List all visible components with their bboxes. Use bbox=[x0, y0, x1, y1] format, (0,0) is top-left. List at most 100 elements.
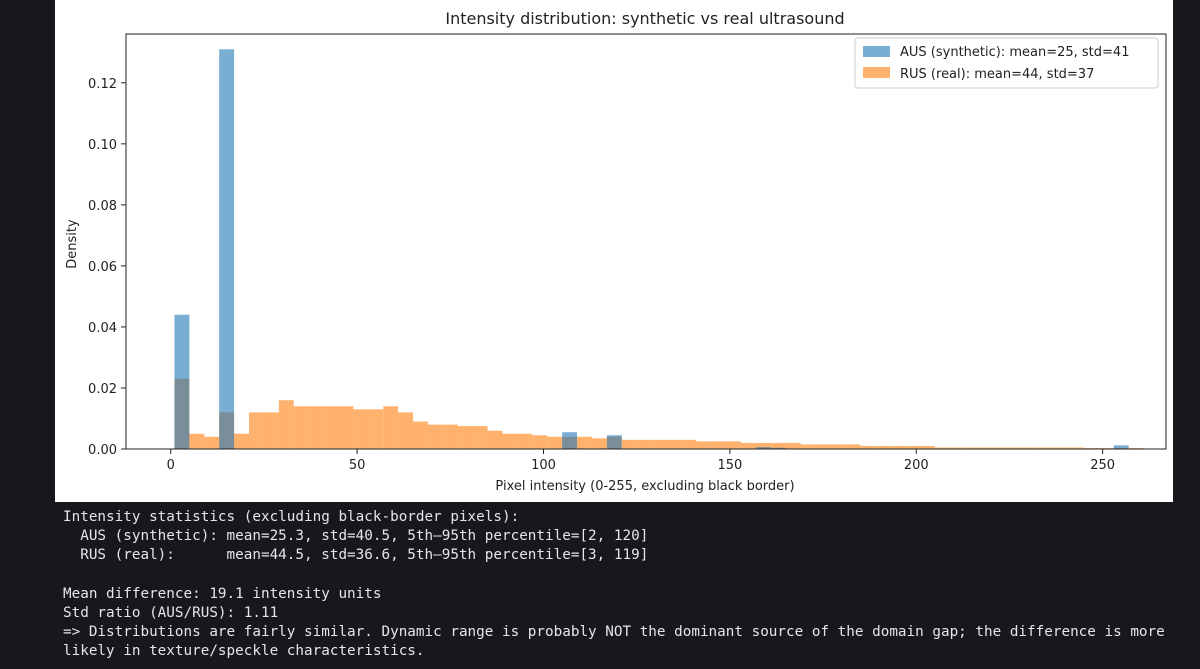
stats-aus-line: AUS (synthetic): mean=25.3, std=40.5, 5t… bbox=[63, 528, 649, 545]
legend-label-aus: AUS (synthetic): mean=25, std=41 bbox=[900, 45, 1129, 60]
rus-bar bbox=[681, 439, 697, 449]
rus-bar bbox=[636, 439, 652, 449]
x-tick-label: 100 bbox=[531, 458, 556, 473]
rus-bar bbox=[204, 436, 220, 449]
std-ratio-line: Std ratio (AUS/RUS): 1.11 bbox=[63, 604, 279, 621]
rus-bar bbox=[949, 447, 965, 449]
legend-frame bbox=[854, 37, 1159, 89]
rus-bar bbox=[830, 444, 846, 449]
rus-bar bbox=[383, 406, 399, 449]
rus-bar bbox=[502, 433, 518, 449]
rus-bar bbox=[755, 442, 771, 449]
stats-header: Intensity statistics (excluding black-bo… bbox=[63, 509, 520, 525]
y-tick-label: 0.08 bbox=[88, 199, 117, 214]
histogram-figure: 0 50 100 150 200 250 0.00 0.02 0.04 0.06 0.08 0.10 0… bbox=[55, 0, 1173, 502]
rus-bar bbox=[189, 433, 205, 449]
rus-bar bbox=[696, 441, 712, 449]
y-tick-label: 0.04 bbox=[88, 321, 117, 336]
rus-bar bbox=[994, 447, 1010, 449]
rus-bar bbox=[368, 409, 384, 449]
rus-bar bbox=[532, 435, 548, 449]
aus-bar bbox=[606, 435, 622, 449]
plot-frame bbox=[125, 33, 1167, 450]
x-tick-label: 250 bbox=[1090, 458, 1115, 473]
rus-bar bbox=[651, 439, 667, 449]
y-tick-label: 0.06 bbox=[88, 260, 117, 275]
rus-bar bbox=[726, 441, 742, 449]
legend: AUS (synthetic): mean=25, std=41 RUS (re… bbox=[854, 37, 1159, 89]
rus-bar bbox=[741, 442, 756, 449]
rus-bar bbox=[547, 436, 563, 449]
aus-bar bbox=[770, 447, 786, 449]
aus-bar bbox=[755, 447, 771, 449]
rus-bar bbox=[278, 400, 294, 449]
x-tick-label: 50 bbox=[349, 458, 366, 473]
rus-bar bbox=[398, 412, 414, 449]
rus-bar bbox=[890, 445, 906, 449]
rus-bar bbox=[785, 442, 801, 449]
rus-bar bbox=[487, 430, 503, 449]
axes: 0 50 100 150 200 250 0.00 0.02 0.04 0.06 0.08 0.10 0… bbox=[88, 33, 1167, 473]
y-tick-label: 0.10 bbox=[88, 138, 117, 153]
rus-bar bbox=[711, 441, 727, 449]
rus-bar bbox=[308, 406, 324, 449]
rus-bars bbox=[174, 378, 1144, 449]
rus-bar bbox=[427, 424, 443, 449]
rus-bar bbox=[621, 439, 637, 449]
conclusion-line: => Distributions are fairly similar. Dyn… bbox=[63, 624, 1165, 660]
rus-bar bbox=[979, 447, 995, 449]
rus-bar bbox=[234, 433, 250, 449]
rus-bar bbox=[249, 412, 264, 449]
y-axis-label: Density bbox=[65, 219, 80, 269]
rus-bar bbox=[964, 447, 980, 449]
aus-bar bbox=[1113, 445, 1129, 449]
aus-bar bbox=[174, 314, 190, 449]
rus-bar bbox=[293, 406, 309, 449]
rus-bar bbox=[1054, 447, 1070, 449]
rus-bar bbox=[353, 409, 369, 449]
chart-title: Intensity distribution: synthetic vs rea… bbox=[445, 9, 844, 28]
y-tick-label: 0.00 bbox=[88, 443, 117, 458]
aus-bar bbox=[562, 432, 578, 449]
rus-bar bbox=[577, 436, 592, 449]
rus-bar bbox=[1039, 447, 1055, 449]
rus-bar bbox=[860, 445, 876, 449]
rus-bar bbox=[472, 426, 488, 449]
stats-rus-line: RUS (real): mean=44.5, std=36.6, 5th–95t… bbox=[63, 547, 649, 564]
rus-bar bbox=[413, 421, 428, 449]
x-tick-label: 0 bbox=[167, 458, 175, 473]
rus-bar bbox=[517, 433, 533, 449]
mean-difference-line: Mean difference: 19.1 intensity units bbox=[63, 585, 382, 602]
rus-bar bbox=[338, 406, 354, 449]
blank-line bbox=[63, 566, 1193, 585]
rus-bar bbox=[905, 445, 920, 449]
rus-bar bbox=[800, 444, 816, 449]
rus-bar bbox=[263, 412, 279, 449]
rus-bar bbox=[666, 439, 682, 449]
console-output: Intensity statistics (excluding black-bo… bbox=[63, 508, 1193, 662]
rus-bar bbox=[934, 447, 950, 449]
rus-bar bbox=[1024, 447, 1040, 449]
rus-bar bbox=[1009, 447, 1025, 449]
rus-bar bbox=[919, 445, 935, 449]
x-axis-label: Pixel intensity (0-255, excluding black … bbox=[495, 479, 794, 494]
rus-bar bbox=[442, 424, 458, 449]
aus-bars bbox=[174, 49, 1129, 449]
aus-bar bbox=[219, 49, 235, 449]
rus-bar bbox=[323, 406, 339, 449]
legend-swatch-aus bbox=[863, 46, 890, 57]
rus-bar bbox=[815, 444, 831, 449]
rus-bar bbox=[845, 444, 861, 449]
y-tick-label: 0.12 bbox=[88, 77, 117, 92]
legend-label-rus: RUS (real): mean=44, std=37 bbox=[900, 67, 1094, 82]
rus-bar bbox=[591, 438, 607, 449]
x-tick-label: 200 bbox=[904, 458, 929, 473]
intensity-histogram-chart: 0 50 100 150 200 250 0.00 0.02 0.04 0.06 0.08 0.10 0… bbox=[65, 9, 1167, 494]
rus-bar bbox=[770, 442, 786, 449]
legend-swatch-rus bbox=[863, 67, 890, 78]
x-tick-label: 150 bbox=[717, 458, 742, 473]
rus-bar bbox=[1069, 447, 1084, 449]
rus-bar bbox=[457, 426, 473, 449]
y-tick-label: 0.02 bbox=[88, 382, 117, 397]
rus-bar bbox=[875, 445, 891, 449]
